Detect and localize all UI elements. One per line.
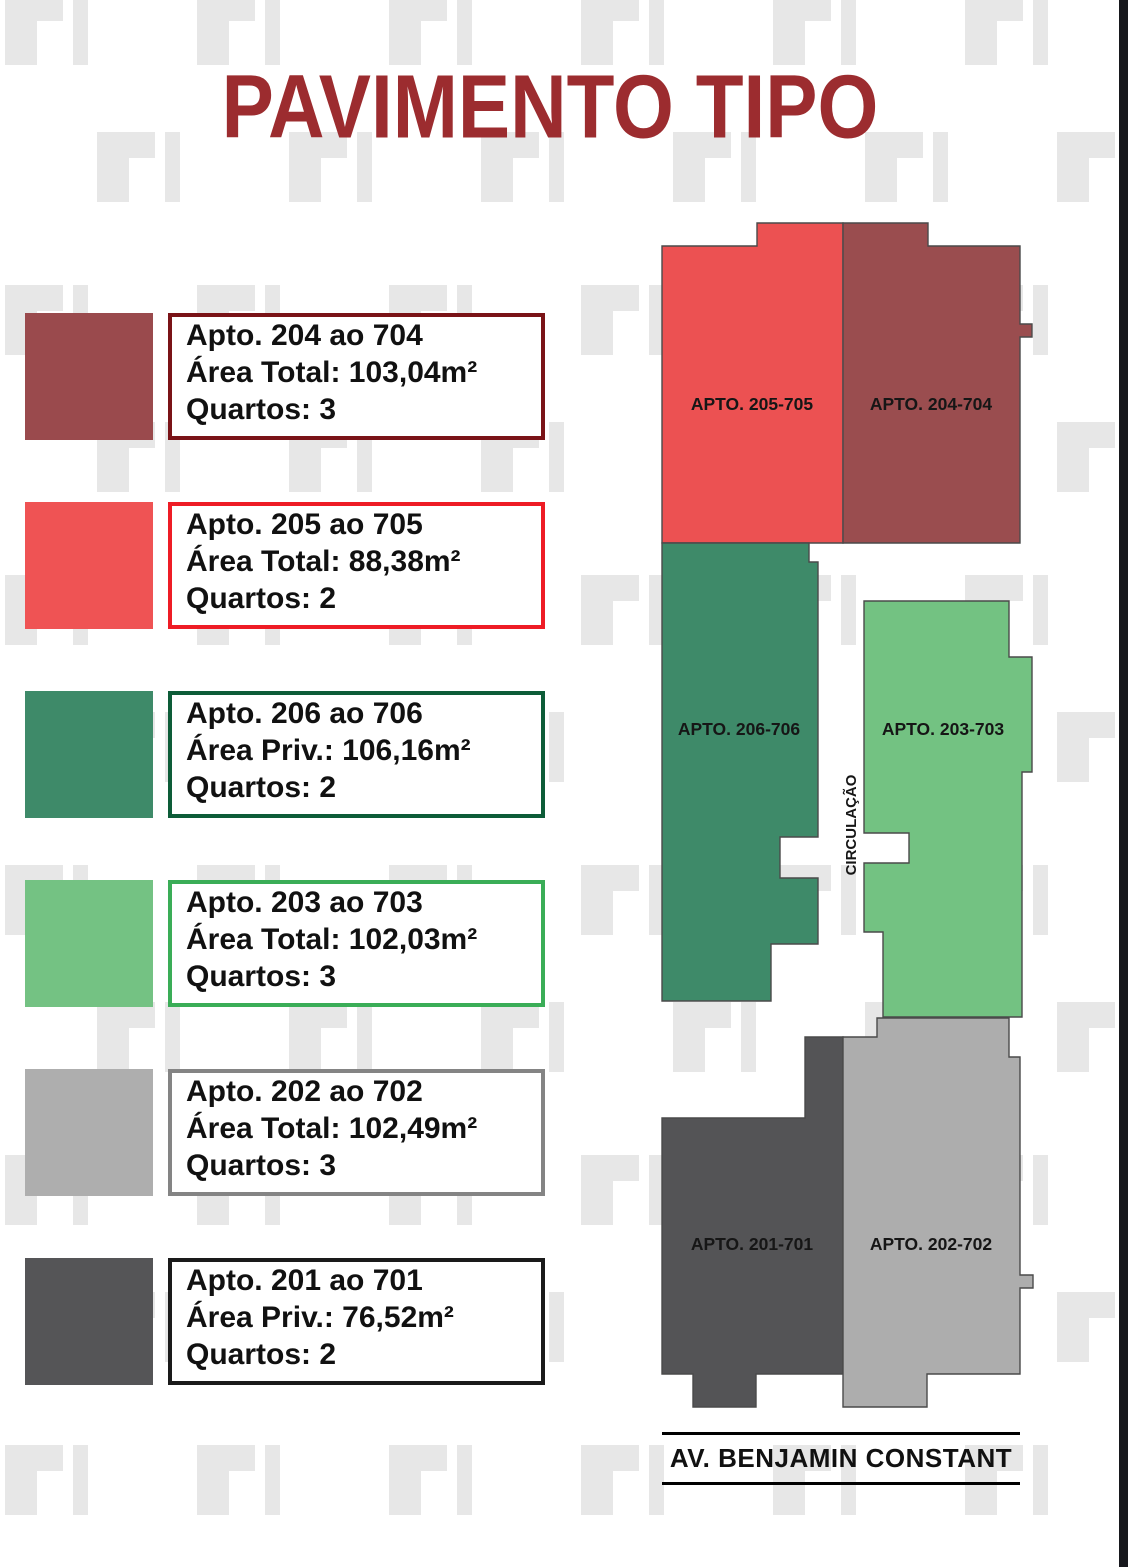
svg-text:CIRCULAÇÃO: CIRCULAÇÃO — [842, 774, 860, 875]
svg-text:APTO. 206-706: APTO. 206-706 — [678, 719, 801, 739]
svg-text:APTO. 203-703: APTO. 203-703 — [882, 719, 1005, 739]
svg-text:APTO. 201-701: APTO. 201-701 — [691, 1234, 814, 1254]
svg-text:APTO. 202-702: APTO. 202-702 — [870, 1234, 993, 1254]
svg-text:APTO. 205-705: APTO. 205-705 — [691, 394, 814, 414]
svg-text:APTO. 204-704: APTO. 204-704 — [870, 394, 993, 414]
